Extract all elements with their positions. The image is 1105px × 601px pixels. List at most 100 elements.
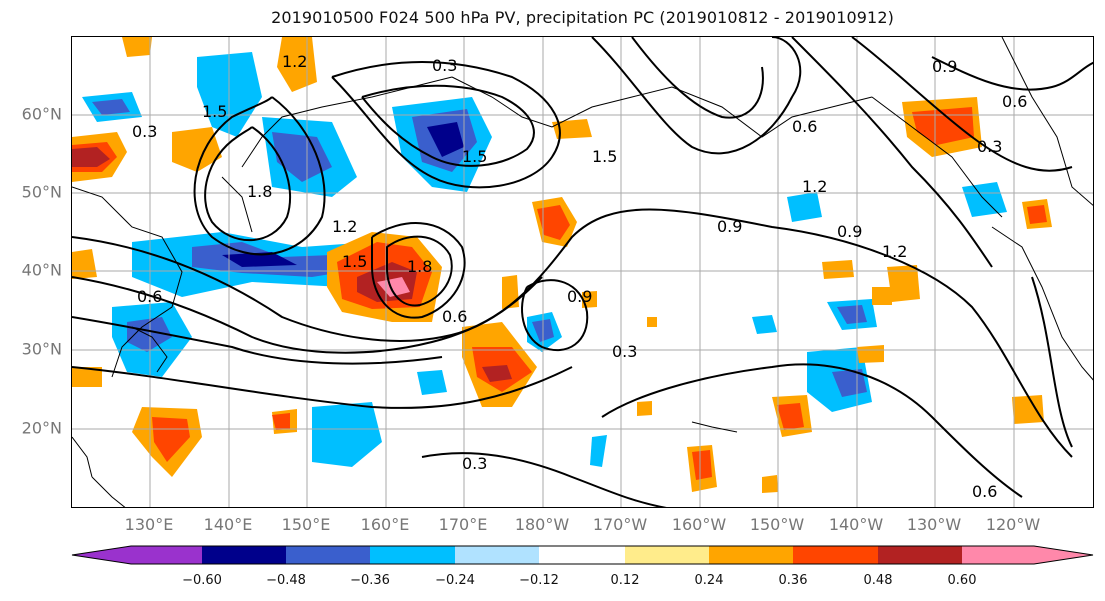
shade-positive — [122, 37, 152, 57]
colorbar-segment — [539, 546, 625, 564]
shade-negative — [752, 315, 777, 334]
shade-positive — [857, 345, 884, 363]
contour-label: 0.9 — [567, 287, 592, 306]
contour-label: 0.9 — [717, 217, 742, 236]
contour-label: 1.8 — [407, 257, 432, 276]
colorbar-segment — [286, 546, 370, 564]
shade-positive — [912, 107, 974, 145]
contour-label: 1.2 — [802, 177, 827, 196]
colorbar-tick: 0.12 — [610, 573, 640, 588]
contour-label: 0.3 — [612, 342, 637, 361]
contour-label: 1.5 — [592, 147, 617, 166]
map-title: 2019010500 F024 500 hPa PV, precipitatio… — [271, 8, 894, 27]
contour-label: 0.3 — [432, 56, 457, 75]
contour-label: 0.3 — [462, 454, 487, 473]
shade-positive — [537, 205, 570, 240]
colorbar-tick: −0.24 — [435, 573, 475, 588]
lat-label: 50°N — [21, 182, 62, 202]
shade-negative — [312, 402, 382, 467]
lat-label: 60°N — [21, 104, 62, 124]
shade-positive — [1027, 205, 1047, 224]
lon-label: 170°W — [592, 515, 648, 534]
shade-positive — [777, 403, 804, 430]
shade-positive — [72, 367, 102, 387]
coastlines — [72, 37, 1093, 507]
contour-label: 0.6 — [1002, 92, 1027, 111]
shade-positive — [692, 450, 712, 480]
contour-label: 0.6 — [972, 482, 997, 501]
shade-negative — [590, 435, 607, 467]
lon-label: 170°E — [438, 515, 488, 534]
shade-negative — [92, 99, 130, 115]
shade-positive — [887, 265, 920, 302]
shade-positive — [172, 127, 222, 172]
colorbar-segment — [878, 546, 962, 564]
contour-label: 1.5 — [462, 147, 487, 166]
contour-label: 1.2 — [882, 242, 907, 261]
shade-negative — [272, 132, 332, 182]
contour-label: 1.5 — [342, 252, 367, 271]
shade-positive — [872, 287, 892, 305]
colorbar-tick: 0.24 — [694, 573, 724, 588]
colorbar-segment — [625, 546, 709, 564]
map-canvas: 0.3 0.3 0.3 0.3 0.3 0.6 0.6 0.6 0.6 0.6 … — [72, 37, 1093, 507]
shade-positive — [377, 277, 410, 297]
shade-positive — [1012, 395, 1044, 424]
lon-label: 160°W — [671, 515, 727, 534]
shade-positive — [762, 475, 778, 493]
lon-label: 140°W — [828, 515, 884, 534]
shade-negative — [837, 305, 867, 324]
contour-labels: 0.3 0.3 0.3 0.3 0.3 0.6 0.6 0.6 0.6 0.6 … — [132, 52, 1027, 501]
map-area: 0.3 0.3 0.3 0.3 0.3 0.6 0.6 0.6 0.6 0.6 … — [71, 36, 1094, 508]
pv-contours — [72, 37, 1093, 507]
lat-label: 20°N — [21, 418, 62, 438]
lon-label: 140°E — [203, 515, 253, 534]
contour-label: 1.2 — [332, 217, 357, 236]
contour-label: 0.3 — [132, 122, 157, 141]
lon-label: 150°W — [749, 515, 805, 534]
lat-label: 40°N — [21, 260, 62, 280]
lon-label: 150°E — [281, 515, 331, 534]
colorbar — [71, 545, 1094, 565]
lon-label: 160°E — [360, 515, 410, 534]
lat-label: 30°N — [21, 339, 62, 359]
colorbar-tick: 0.60 — [947, 573, 977, 588]
shade-positive — [72, 147, 110, 167]
contour-label: 0.3 — [977, 137, 1002, 156]
lon-label: 180°W — [514, 515, 570, 534]
colorbar-segment — [962, 546, 1093, 564]
shade-negative — [427, 122, 464, 157]
colorbar-tick: 0.48 — [863, 573, 893, 588]
contour-label: 0.6 — [442, 307, 467, 326]
contour-label: 1.5 — [202, 102, 227, 121]
colorbar-segment — [370, 546, 455, 564]
lon-label: 120°W — [985, 515, 1041, 534]
colorbar-tick: −0.60 — [182, 573, 222, 588]
colorbar-segment — [202, 546, 286, 564]
colorbar-tick: −0.36 — [350, 573, 390, 588]
colorbar-tick: 0.36 — [778, 573, 808, 588]
shade-positive — [152, 417, 190, 462]
shade-negative — [787, 192, 822, 222]
contour-label: 0.9 — [837, 222, 862, 241]
contour-label: 0.6 — [792, 117, 817, 136]
contour-label: 0.6 — [137, 287, 162, 306]
shade-positive — [72, 249, 97, 279]
shade-positive — [272, 413, 290, 430]
shade-negative — [417, 370, 447, 395]
shade-negative — [832, 369, 867, 397]
shade-positive — [822, 260, 854, 279]
colorbar-segment — [72, 546, 202, 564]
colorbar-segment — [793, 546, 878, 564]
contour-label: 1.2 — [282, 52, 307, 71]
shade-positive — [482, 365, 512, 382]
colorbar-tick: −0.12 — [519, 573, 559, 588]
shade-positive — [637, 401, 652, 416]
shade-positive — [552, 119, 592, 139]
colorbar-segment — [455, 546, 539, 564]
colorbar-tick: −0.48 — [266, 573, 306, 588]
shade-negative — [222, 252, 297, 267]
lon-label: 130°E — [124, 515, 174, 534]
colorbar-segment — [709, 546, 793, 564]
lon-label: 130°W — [906, 515, 962, 534]
